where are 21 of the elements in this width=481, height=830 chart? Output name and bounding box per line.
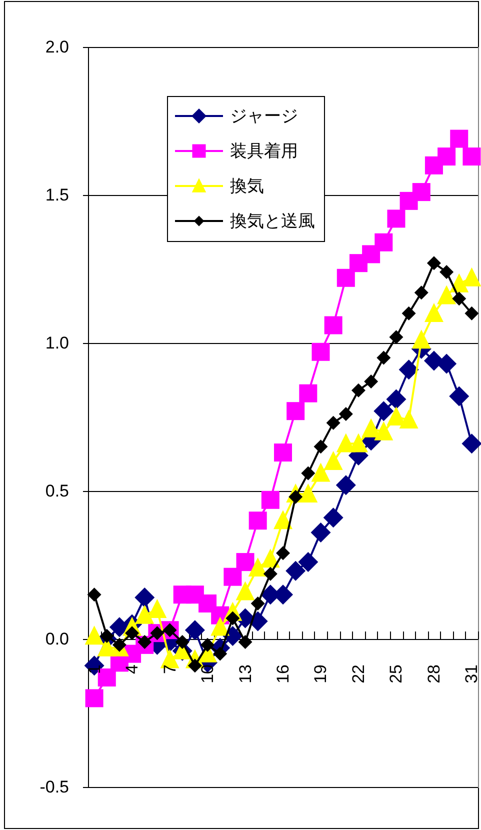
x-tick-label: 10 [198, 664, 218, 684]
x-tick-label: 22 [348, 664, 368, 684]
y-tick-label: 1.5 [45, 186, 69, 204]
y-tick-label: 1.0 [45, 334, 69, 352]
x-tick-label: 7 [160, 664, 180, 674]
legend-label: ジャージ [230, 106, 298, 126]
x-tick-label: 13 [236, 664, 255, 684]
x-tick-label: 4 [122, 664, 142, 674]
y-tick-label: 0.0 [45, 630, 69, 648]
x-tick-label: 19 [311, 664, 330, 684]
x-tick-label: 16 [274, 664, 292, 684]
legend-label: 換気と送風 [230, 212, 315, 230]
legend-label: 装具着用 [230, 142, 298, 160]
y-tick-label: 0.5 [45, 482, 69, 500]
x-tick-label: 28 [424, 664, 444, 684]
legend-label: 換気 [230, 176, 264, 196]
x-tick-label: 31 [462, 664, 481, 684]
x-tick-label: 1 [84, 664, 104, 674]
x-tick-label: 25 [386, 664, 406, 684]
y-tick-label: 2.0 [45, 38, 69, 56]
y-tick-label: -0.5 [40, 778, 69, 796]
